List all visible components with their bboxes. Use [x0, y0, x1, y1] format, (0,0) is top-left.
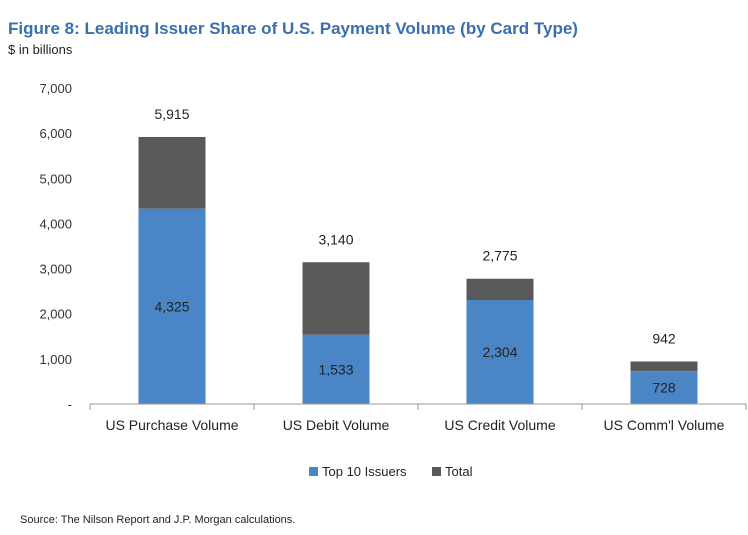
y-tick-label: 2,000 — [39, 307, 72, 322]
data-label-total: 942 — [652, 330, 676, 346]
y-tick-label: 7,000 — [39, 81, 72, 96]
source-note: Source: The Nilson Report and J.P. Morga… — [20, 514, 295, 526]
bar-total — [138, 136, 206, 209]
bar-total — [302, 262, 370, 335]
y-axis: - 1,000 2,000 3,000 4,000 5,000 6,000 7,000 — [39, 81, 72, 412]
y-tick-label: - — [68, 397, 72, 412]
bar-top10 — [630, 371, 698, 404]
data-label-total: 2,775 — [482, 248, 517, 264]
legend-label-top10: Top 10 Issuers — [322, 464, 407, 479]
bar-top10 — [302, 334, 370, 404]
chart-subtitle: $ in billions — [8, 42, 73, 57]
legend-swatch-total — [432, 467, 441, 476]
bar-total — [466, 278, 534, 300]
y-tick-label: 4,000 — [39, 216, 72, 231]
data-label-top10: 728 — [652, 380, 676, 396]
bar-top10 — [466, 299, 534, 404]
legend: Top 10 Issuers Total — [309, 464, 473, 479]
data-label-total: 3,140 — [318, 231, 353, 247]
data-label-top10: 2,304 — [482, 344, 517, 360]
x-category-label: US Debit Volume — [283, 417, 390, 433]
x-category-label: US Comm'l Volume — [604, 417, 725, 433]
legend-swatch-top10 — [309, 467, 318, 476]
data-label-top10: 1,533 — [318, 361, 353, 377]
legend-label-total: Total — [445, 464, 473, 479]
x-category-label: US Purchase Volume — [105, 417, 238, 433]
y-tick-label: 3,000 — [39, 262, 72, 277]
x-category-label: US Credit Volume — [444, 417, 555, 433]
chart-title: Figure 8: Leading Issuer Share of U.S. P… — [8, 19, 578, 38]
bar-top10 — [138, 208, 206, 404]
y-tick-label: 6,000 — [39, 126, 72, 141]
data-label-total: 5,915 — [154, 106, 189, 122]
x-axis: US Purchase Volume US Debit Volume US Cred… — [89, 403, 747, 433]
y-tick-label: 1,000 — [39, 352, 72, 367]
data-label-top10: 4,325 — [154, 298, 189, 314]
y-tick-label: 5,000 — [39, 171, 72, 186]
bars: 4,325 5,915 1,533 3,140 2,304 2,775 728 942 — [138, 106, 698, 404]
bar-total — [630, 361, 698, 372]
